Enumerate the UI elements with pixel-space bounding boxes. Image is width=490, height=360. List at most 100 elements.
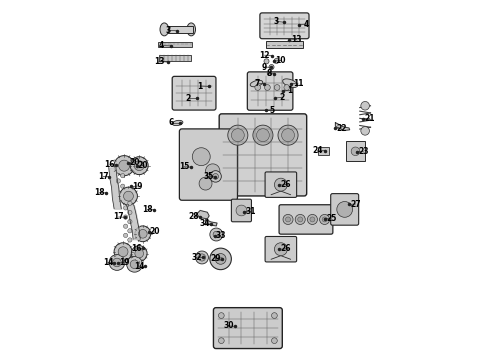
Ellipse shape xyxy=(160,23,169,36)
Circle shape xyxy=(322,217,327,222)
Circle shape xyxy=(123,191,133,201)
Text: 9: 9 xyxy=(262,63,268,72)
Text: 1: 1 xyxy=(288,86,293,95)
Circle shape xyxy=(130,260,139,269)
Circle shape xyxy=(255,85,261,90)
FancyBboxPatch shape xyxy=(214,308,282,348)
Circle shape xyxy=(274,243,287,256)
FancyBboxPatch shape xyxy=(231,199,251,222)
Circle shape xyxy=(114,156,134,176)
Circle shape xyxy=(205,164,220,178)
FancyBboxPatch shape xyxy=(219,114,307,196)
Circle shape xyxy=(130,157,148,175)
Circle shape xyxy=(109,255,125,270)
Circle shape xyxy=(361,102,369,110)
Circle shape xyxy=(128,238,132,242)
Text: 16: 16 xyxy=(104,160,115,169)
Circle shape xyxy=(121,174,125,178)
Text: 30: 30 xyxy=(223,321,234,330)
Ellipse shape xyxy=(172,120,183,126)
Circle shape xyxy=(265,85,270,90)
Circle shape xyxy=(264,59,269,64)
Circle shape xyxy=(121,184,125,188)
FancyBboxPatch shape xyxy=(260,13,309,39)
Circle shape xyxy=(278,125,298,145)
Text: 20: 20 xyxy=(129,158,140,167)
Circle shape xyxy=(284,85,290,90)
Circle shape xyxy=(126,256,143,272)
Text: 19: 19 xyxy=(119,258,129,267)
Circle shape xyxy=(123,206,128,210)
Polygon shape xyxy=(335,123,350,131)
Circle shape xyxy=(286,217,291,222)
Text: 1: 1 xyxy=(197,82,203,91)
Text: 35: 35 xyxy=(203,172,214,181)
Text: 18: 18 xyxy=(142,205,153,214)
Circle shape xyxy=(219,338,224,343)
Text: 13: 13 xyxy=(154,57,164,66)
Text: 5: 5 xyxy=(270,105,274,114)
Text: 4: 4 xyxy=(304,19,309,28)
Circle shape xyxy=(215,253,226,264)
Text: 10: 10 xyxy=(275,56,286,65)
Text: 28: 28 xyxy=(189,212,199,221)
Circle shape xyxy=(283,215,293,225)
Circle shape xyxy=(113,258,122,267)
Circle shape xyxy=(128,220,132,224)
Text: 20: 20 xyxy=(149,228,160,237)
Circle shape xyxy=(199,177,212,190)
FancyBboxPatch shape xyxy=(179,129,238,200)
Text: 13: 13 xyxy=(292,35,302,44)
Circle shape xyxy=(114,243,132,261)
Text: 3: 3 xyxy=(274,17,279,26)
Circle shape xyxy=(256,129,270,141)
Ellipse shape xyxy=(250,80,263,87)
Circle shape xyxy=(271,338,277,343)
Circle shape xyxy=(118,247,128,257)
Circle shape xyxy=(267,71,271,76)
Text: 16: 16 xyxy=(131,244,142,253)
FancyBboxPatch shape xyxy=(265,172,296,197)
Text: 15: 15 xyxy=(179,162,189,171)
Circle shape xyxy=(337,202,353,217)
Circle shape xyxy=(123,233,128,238)
FancyBboxPatch shape xyxy=(265,237,296,262)
Circle shape xyxy=(210,228,223,241)
Circle shape xyxy=(282,129,294,141)
Circle shape xyxy=(274,58,279,63)
Ellipse shape xyxy=(283,79,298,87)
Circle shape xyxy=(131,246,147,261)
Text: 27: 27 xyxy=(350,199,361,208)
Text: 2: 2 xyxy=(185,94,190,103)
Circle shape xyxy=(192,148,210,166)
Circle shape xyxy=(128,210,132,215)
Circle shape xyxy=(236,205,247,216)
Text: 14: 14 xyxy=(103,258,113,267)
Text: 17: 17 xyxy=(114,212,124,221)
Bar xyxy=(345,141,366,161)
Circle shape xyxy=(120,187,137,205)
Text: 33: 33 xyxy=(216,231,226,240)
Circle shape xyxy=(213,174,219,179)
Circle shape xyxy=(213,231,220,238)
Text: 7: 7 xyxy=(255,79,260,88)
Bar xyxy=(158,42,192,46)
Bar xyxy=(318,147,329,154)
Circle shape xyxy=(135,249,144,258)
Circle shape xyxy=(116,179,121,183)
Circle shape xyxy=(210,248,231,270)
Circle shape xyxy=(196,251,208,264)
Text: 4: 4 xyxy=(159,41,165,50)
Text: 26: 26 xyxy=(281,180,291,189)
Circle shape xyxy=(269,64,274,69)
Circle shape xyxy=(310,217,315,222)
Text: 32: 32 xyxy=(191,253,202,262)
Text: 20: 20 xyxy=(138,161,148,170)
Circle shape xyxy=(128,201,132,206)
Text: 25: 25 xyxy=(326,214,336,223)
FancyBboxPatch shape xyxy=(331,194,359,225)
Circle shape xyxy=(210,171,221,182)
Text: 18: 18 xyxy=(95,188,105,197)
Text: 23: 23 xyxy=(358,147,368,156)
Circle shape xyxy=(253,125,273,145)
